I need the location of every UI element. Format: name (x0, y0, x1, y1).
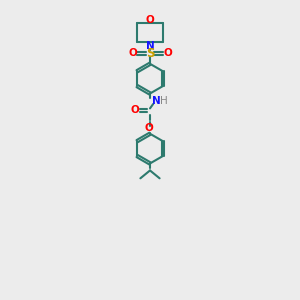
Text: N: N (152, 96, 161, 106)
Text: H: H (160, 96, 167, 106)
Text: O: O (146, 15, 154, 25)
Text: S: S (146, 47, 154, 60)
Text: O: O (145, 124, 154, 134)
Text: O: O (163, 48, 172, 58)
Text: O: O (131, 105, 140, 115)
Text: O: O (128, 48, 137, 58)
Text: N: N (146, 40, 154, 51)
